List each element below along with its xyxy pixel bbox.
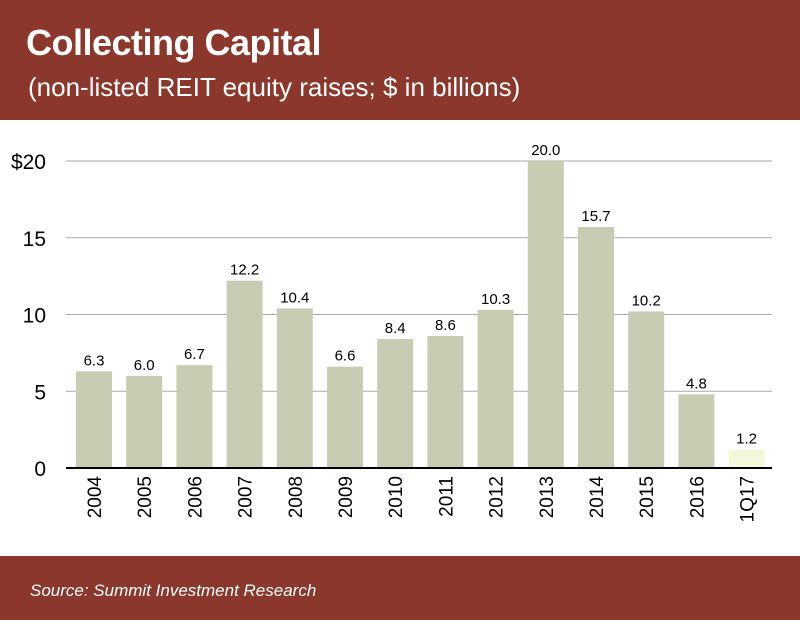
data-label: 6.0: [134, 357, 155, 374]
x-tick-label: 2009: [336, 476, 357, 518]
x-tick-label: 2005: [135, 476, 156, 518]
x-tick-label: 2016: [687, 476, 708, 518]
chart-subtitle: (non-listed REIT equity raises; $ in bil…: [28, 72, 521, 102]
bar: [578, 227, 614, 468]
data-label: 1.2: [736, 431, 757, 448]
x-tick-label: 2006: [185, 476, 206, 518]
data-label: 6.6: [335, 348, 356, 365]
y-tick-label: 5: [34, 381, 46, 404]
bar: [126, 375, 163, 468]
x-tick-label: 2013: [537, 476, 558, 518]
data-label: 6.3: [84, 352, 105, 369]
bar: [76, 371, 112, 468]
data-label: 15.7: [581, 208, 610, 225]
bar: [728, 449, 765, 468]
bar: [327, 366, 363, 468]
x-tick-label: 2015: [637, 476, 658, 518]
chart-title: Collecting Capital: [26, 22, 322, 63]
bar: [477, 309, 514, 468]
data-label: 6.7: [184, 346, 205, 363]
x-tick-label: 2014: [587, 476, 608, 519]
x-tick-label: 2011: [436, 476, 457, 517]
chart-panel: 0 5 10 15 $20 6.3 2004 6.0 2005 6.7 2006 12.2 2007 10…: [0, 120, 800, 556]
bar: [176, 365, 213, 468]
data-label: 20.0: [531, 142, 560, 159]
x-tick-label: 2012: [487, 476, 508, 518]
data-label: 10.2: [632, 292, 661, 309]
x-tick-label: 2010: [386, 476, 407, 518]
bar: [226, 280, 263, 468]
y-tick-label: 10: [23, 305, 46, 328]
data-label: 12.2: [230, 262, 259, 279]
data-label: 8.4: [385, 320, 406, 337]
x-tick-label: 1Q17: [738, 476, 759, 522]
data-label: 8.6: [435, 317, 456, 334]
bar: [628, 311, 665, 468]
y-tick-label: 0: [34, 458, 46, 481]
x-tick-label: 2007: [236, 476, 257, 518]
bar: [276, 308, 313, 468]
y-tick-label: 15: [23, 228, 46, 251]
data-label: 4.8: [686, 375, 707, 392]
data-label: 10.4: [280, 289, 309, 306]
bar: [678, 394, 715, 468]
bar: [527, 161, 564, 468]
y-tick-label: $20: [11, 151, 46, 174]
source-note: Source: Summit Investment Research: [30, 581, 317, 600]
x-tick-label: 2004: [85, 476, 106, 519]
bar: [377, 339, 414, 468]
bar-chart: 0 5 10 15 $20 6.3 2004 6.0 2005 6.7 2006 12.2 2007 10…: [11, 142, 772, 522]
x-tick-label: 2008: [286, 476, 307, 518]
data-label: 10.3: [481, 291, 510, 308]
bar: [427, 335, 464, 468]
